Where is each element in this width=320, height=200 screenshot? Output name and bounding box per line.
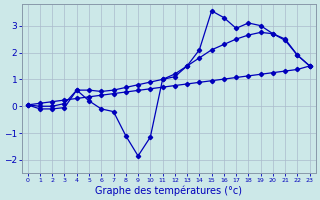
X-axis label: Graphe des températures (°c): Graphe des températures (°c): [95, 185, 242, 196]
